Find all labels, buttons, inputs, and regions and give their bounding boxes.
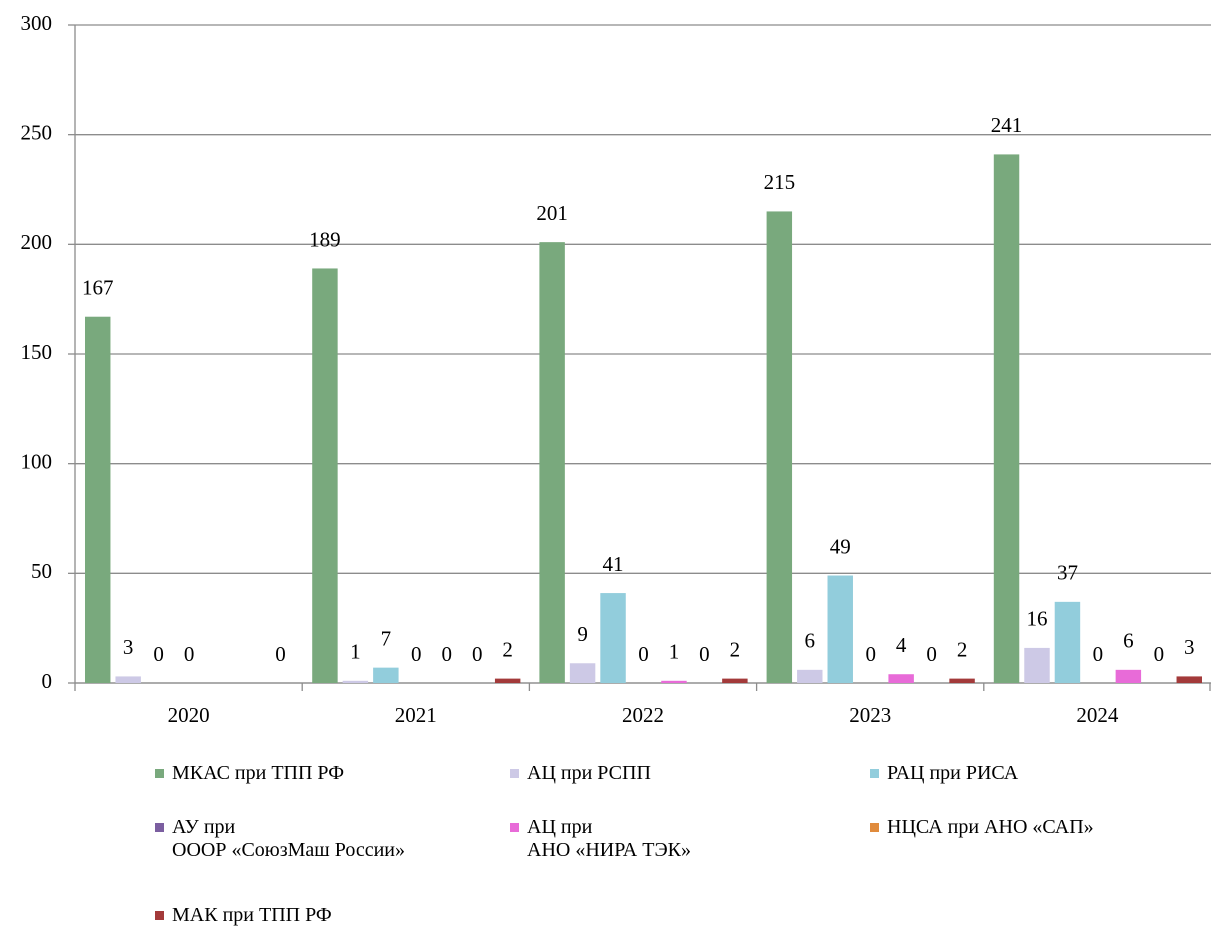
data-label: 0 bbox=[442, 642, 453, 666]
legend-swatch bbox=[870, 769, 879, 778]
data-label: 2 bbox=[730, 637, 741, 661]
y-tick-label: 0 bbox=[42, 669, 53, 693]
bar bbox=[1115, 669, 1142, 683]
bar bbox=[766, 211, 793, 683]
data-label: 41 bbox=[603, 552, 624, 576]
x-tick-label: 2023 bbox=[849, 703, 891, 727]
data-label: 241 bbox=[991, 113, 1023, 137]
data-label: 189 bbox=[309, 227, 341, 251]
data-label: 9 bbox=[577, 622, 588, 646]
data-label: 0 bbox=[472, 642, 483, 666]
data-label: 7 bbox=[381, 626, 392, 650]
y-tick-label: 50 bbox=[31, 559, 52, 583]
bar bbox=[949, 678, 975, 683]
bar bbox=[1176, 676, 1202, 683]
data-label: 4 bbox=[896, 633, 907, 657]
data-label: 49 bbox=[830, 534, 851, 558]
bar bbox=[494, 678, 521, 683]
legend-label: АЦ при РСПП bbox=[527, 762, 651, 784]
bar bbox=[342, 680, 369, 683]
legend-swatch bbox=[510, 769, 519, 778]
data-label: 0 bbox=[638, 642, 649, 666]
bar bbox=[115, 676, 141, 683]
legend-item: АЦ при АНО «НИРА ТЭК» bbox=[510, 816, 691, 862]
legend-swatch bbox=[870, 823, 879, 832]
bar bbox=[827, 575, 853, 683]
bar bbox=[85, 316, 111, 683]
bar bbox=[600, 593, 626, 683]
data-label: 215 bbox=[764, 170, 796, 194]
legend-item: МКАС при ТПП РФ bbox=[155, 762, 344, 785]
data-label: 3 bbox=[1184, 635, 1195, 659]
legend-item: АУ при ОООР «СоюзМаш России» bbox=[155, 816, 405, 862]
data-label: 0 bbox=[865, 642, 876, 666]
x-tick-label: 2020 bbox=[168, 703, 210, 727]
data-label: 0 bbox=[1093, 642, 1104, 666]
bar bbox=[1024, 647, 1050, 683]
data-label: 167 bbox=[82, 276, 114, 300]
bar bbox=[373, 667, 399, 683]
x-tick-label: 2024 bbox=[1076, 703, 1119, 727]
bar bbox=[993, 154, 1020, 683]
bar bbox=[888, 674, 914, 683]
legend-label: АУ при ОООР «СоюзМаш России» bbox=[172, 816, 405, 861]
legend-swatch bbox=[155, 823, 164, 832]
bar bbox=[312, 268, 338, 683]
data-label: 0 bbox=[1154, 642, 1165, 666]
legend-swatch bbox=[510, 823, 519, 832]
legend-item: НЦСА при АНО «САП» bbox=[870, 816, 1094, 839]
y-tick-label: 200 bbox=[21, 230, 53, 254]
legend-item: МАК при ТПП РФ bbox=[155, 904, 332, 927]
legend-swatch bbox=[155, 769, 164, 778]
x-tick-label: 2021 bbox=[395, 703, 437, 727]
data-label: 37 bbox=[1057, 561, 1078, 585]
legend-label: МАК при ТПП РФ bbox=[172, 904, 332, 926]
data-label: 0 bbox=[153, 642, 164, 666]
y-tick-label: 100 bbox=[21, 449, 53, 473]
data-label: 0 bbox=[926, 642, 937, 666]
legend-label: РАЦ при РИСА bbox=[887, 762, 1019, 784]
data-label: 1 bbox=[350, 640, 361, 664]
y-tick-label: 150 bbox=[21, 340, 53, 364]
x-tick-label: 2022 bbox=[622, 703, 664, 727]
data-label: 201 bbox=[536, 201, 568, 225]
data-label: 0 bbox=[411, 642, 422, 666]
data-label: 16 bbox=[1026, 607, 1047, 631]
data-label: 0 bbox=[275, 642, 286, 666]
legend-label: АЦ при АНО «НИРА ТЭК» bbox=[527, 816, 691, 861]
data-label: 2 bbox=[502, 637, 513, 661]
bar bbox=[569, 663, 596, 683]
bar bbox=[722, 678, 748, 683]
legend-swatch bbox=[155, 911, 164, 920]
bar bbox=[1054, 601, 1081, 683]
bar bbox=[661, 680, 687, 683]
data-label: 1 bbox=[669, 640, 680, 664]
data-label: 0 bbox=[184, 642, 195, 666]
y-tick-label: 300 bbox=[21, 11, 53, 35]
legend-label: НЦСА при АНО «САП» bbox=[887, 816, 1094, 838]
bar bbox=[797, 669, 823, 683]
bar bbox=[539, 242, 565, 683]
data-label: 2 bbox=[957, 637, 968, 661]
data-label: 0 bbox=[699, 642, 710, 666]
data-label: 6 bbox=[1123, 629, 1134, 653]
y-tick-label: 250 bbox=[21, 120, 53, 144]
legend-label: МКАС при ТПП РФ bbox=[172, 762, 345, 784]
data-label: 3 bbox=[123, 635, 134, 659]
legend-item: РАЦ при РИСА bbox=[870, 762, 1018, 785]
data-label: 6 bbox=[805, 629, 816, 653]
legend-item: АЦ при РСПП bbox=[510, 762, 651, 785]
